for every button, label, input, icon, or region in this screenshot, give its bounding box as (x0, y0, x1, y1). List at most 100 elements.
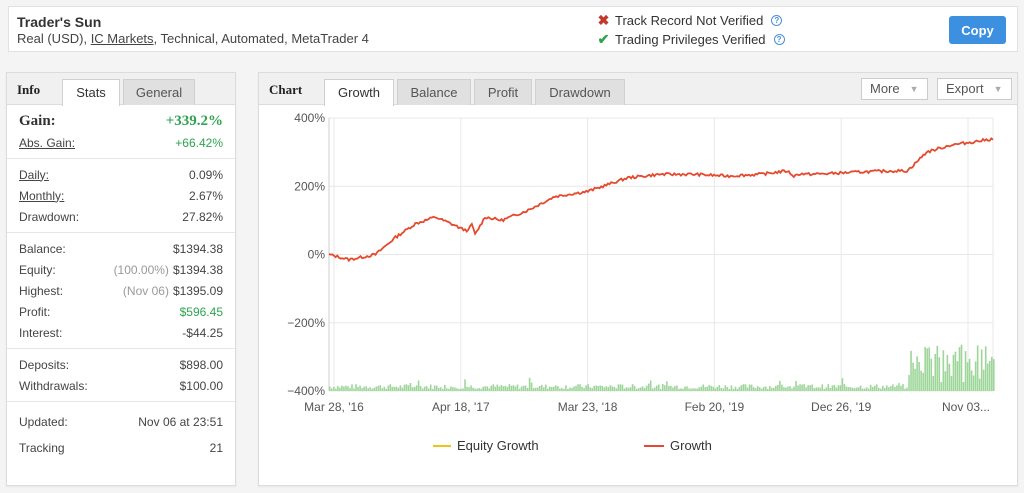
volume-bar (601, 385, 604, 391)
volume-bar (716, 386, 719, 391)
daily-label[interactable]: Daily: (19, 167, 50, 182)
account-type: Real (USD), (17, 31, 91, 46)
volume-bar (867, 388, 870, 391)
broker-link[interactable]: IC Markets (90, 31, 154, 46)
volume-bar (363, 386, 365, 391)
growth-chart[interactable]: 400% 200% 0% −200% −400% Mar 28, '16 Apr 18, … (259, 106, 1017, 486)
profit-row: Profit: $596.45 (19, 301, 223, 322)
volume-bar (922, 372, 924, 391)
account-group: Balance: $1394.38 Equity: (100.00%) $1394.3… (7, 233, 235, 349)
withdrawals-row: Withdrawals: $100.00 (19, 375, 223, 396)
volume-bar (633, 385, 636, 391)
interest-value: -$44.25 (182, 325, 223, 340)
volume-bar (740, 385, 743, 391)
volume-bar (861, 388, 864, 391)
updated-value: Nov 06 at 23:51 (138, 415, 223, 429)
volume-bar (559, 388, 561, 391)
volume-bar (750, 384, 753, 391)
x-tick-label: Mar 23, '18 (558, 400, 618, 414)
volume-bar (565, 385, 567, 391)
help-icon[interactable]: ? (773, 34, 785, 45)
volume-bar (688, 388, 690, 391)
x-axis-ticks: Mar 28, '16 Apr 18, '17 Mar 23, '18 Feb 20,… (304, 400, 990, 414)
volume-bar (934, 353, 937, 391)
volume-bar (397, 387, 400, 391)
volume-bar (809, 385, 811, 391)
updated-label: Updated: (19, 415, 68, 429)
monthly-label[interactable]: Monthly: (19, 188, 65, 203)
volume-bar (984, 346, 987, 391)
tab-stats[interactable]: Stats (62, 79, 120, 106)
volume-bar (347, 386, 349, 391)
balance-row: Balance: $1394.38 (19, 238, 223, 259)
legend-growth[interactable]: Growth (670, 438, 712, 453)
volume-bar (752, 387, 755, 391)
volume-bar (419, 386, 422, 391)
volume-bar (993, 359, 995, 391)
monthly-value: 2.67% (188, 188, 223, 203)
x-tick-label: Mar 28, '16 (304, 400, 364, 414)
volume-bar (599, 385, 602, 391)
volume-bar (831, 385, 834, 391)
interest-row: Interest: -$44.25 (19, 322, 223, 343)
volume-bar (603, 387, 606, 391)
tab-profit[interactable]: Profit (474, 79, 532, 105)
volume-bar (760, 388, 763, 391)
tab-drawdown[interactable]: Drawdown (535, 79, 625, 105)
volume-bar (686, 386, 688, 391)
volume-bar (635, 388, 638, 391)
tab-balance[interactable]: Balance (397, 79, 471, 105)
volume-bar (793, 386, 795, 391)
funds-group: Deposits: $898.00 Withdrawals: $100.00 (7, 349, 235, 402)
volume-bar (881, 385, 884, 391)
volume-bar (407, 385, 410, 391)
track-record-status: ✖ Track Record Not Verified ? (597, 12, 783, 29)
volume-bar (964, 351, 967, 391)
volume-bar (490, 385, 493, 391)
volume-bar (617, 384, 620, 391)
volume-bar (696, 388, 698, 391)
volume-bar (641, 386, 644, 391)
volume-bar (926, 348, 928, 391)
export-button[interactable]: Export ▼ (937, 78, 1012, 100)
volume-bar (898, 383, 900, 391)
volume-bar (425, 386, 428, 391)
legend-equity-growth[interactable]: Equity Growth (457, 438, 539, 453)
volume-bar (482, 386, 484, 391)
volume-bar (988, 360, 991, 391)
volume-bar (429, 384, 432, 391)
volume-bar (966, 362, 969, 391)
volume-bar (625, 387, 628, 391)
tab-growth[interactable]: Growth (324, 79, 394, 106)
volume-bar (369, 387, 371, 391)
volume-bar (833, 384, 836, 391)
volume-bar (431, 388, 434, 391)
volume-bar (651, 388, 654, 391)
abs-gain-label[interactable]: Abs. Gain: (19, 135, 76, 150)
daily-row: Daily: 0.09% (19, 164, 223, 185)
x-tick-label: Apr 18, '17 (432, 400, 490, 414)
volume-bar (518, 388, 521, 391)
help-icon[interactable]: ? (771, 15, 783, 26)
volume-bar (468, 387, 470, 391)
volume-bar (381, 388, 384, 391)
volume-bar (659, 388, 662, 391)
volume-bar (918, 361, 920, 391)
more-button[interactable]: More ▼ (861, 78, 928, 100)
tab-general[interactable]: General (123, 79, 195, 105)
abs-gain-value: +66.42% (175, 135, 223, 150)
volume-bar (674, 386, 676, 391)
copy-button[interactable]: Copy (949, 16, 1006, 44)
profit-value: $596.45 (179, 304, 223, 319)
volume-bar (657, 384, 660, 391)
volume-bar (968, 358, 971, 391)
volume-bar (690, 388, 692, 391)
volume-bar (795, 380, 797, 391)
withdrawals-value: $100.00 (179, 378, 223, 393)
y-tick-label: −400% (287, 384, 325, 398)
volume-bar (884, 388, 886, 391)
volume-bar (409, 382, 412, 391)
volume-bar (492, 384, 495, 391)
volume-bar (514, 386, 517, 391)
volume-bar (982, 369, 985, 391)
